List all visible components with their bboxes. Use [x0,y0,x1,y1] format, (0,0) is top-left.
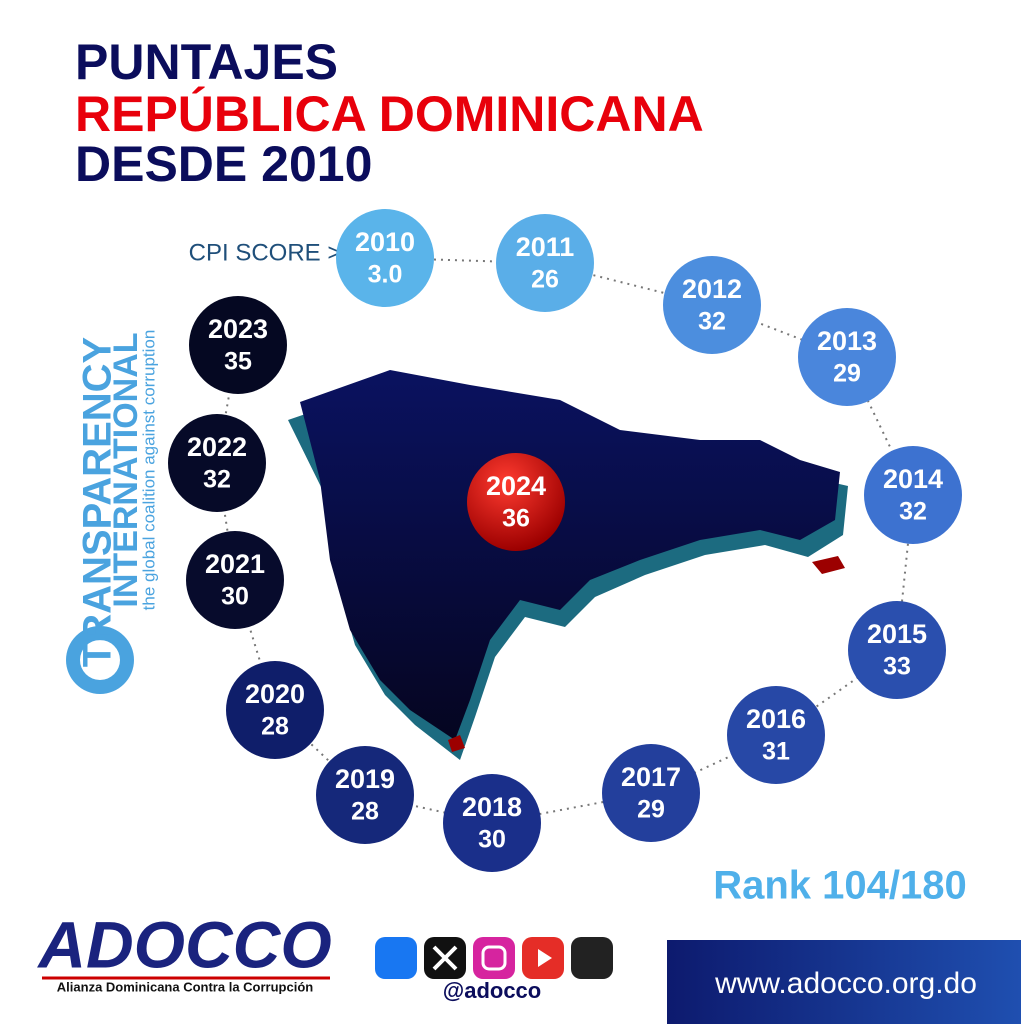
year: 2021 [205,549,265,579]
map-shape [300,370,840,740]
score-circle [168,414,266,512]
score-item: 2016 31 [727,686,825,784]
score-item: 2014 32 [864,446,962,544]
score-circle [189,296,287,394]
score-circle [663,256,761,354]
score: 33 [883,653,911,681]
map-detail [812,556,845,574]
score-item: 2018 30 [443,774,541,872]
year: 2018 [462,792,522,822]
adocco-logo: ADOCCO Alianza Dominicana Contra la Corr… [36,907,331,994]
score: 30 [478,826,506,854]
rank: Rank 104/180 [713,864,967,908]
org-name: ADOCCO [36,907,331,981]
year: 2019 [335,764,395,794]
score-item: 2012 32 [663,256,761,354]
year: 2015 [867,619,927,649]
score-item: 2017 29 [602,744,700,842]
score: 30 [221,583,249,611]
score: 28 [351,798,379,826]
score-circle [727,686,825,784]
score-circle [798,308,896,406]
logo-text: TRANSPARENCY [76,336,120,667]
score-item: 2013 29 [798,308,896,406]
score-circle [602,744,700,842]
score-item: 2015 33 [848,601,946,699]
title-line: DESDE 2010 [75,136,372,192]
year: 2020 [245,679,305,709]
score-circle [336,209,434,307]
icon-instagram[interactable] [473,937,515,979]
handle: @adocco [443,978,541,1003]
year: 2010 [355,227,415,257]
year: 2017 [621,762,681,792]
logo-text: INTERNATIONAL [107,332,145,607]
year: 2012 [682,274,742,304]
social-icons: @adocco [375,937,613,1003]
score: 32 [899,498,927,526]
year: 2011 [516,232,575,262]
score-item: 2021 30 [186,531,284,629]
icon-facebook[interactable] [375,937,417,979]
logo-icon [80,640,120,680]
title-line: PUNTAJES [75,34,338,90]
transparency-logo: TRANSPARENCY INTERNATIONAL the global co… [66,330,158,694]
score-item: 2020 28 [226,661,324,759]
year: 2024 [486,471,546,501]
year: 2013 [817,326,877,356]
score-circle [186,531,284,629]
icon-glyph [538,949,552,967]
score-item: 2019 28 [316,746,414,844]
score: 32 [698,308,726,336]
map [288,370,848,760]
org-full: Alianza Dominicana Contra la Corrupción [57,979,313,994]
score-item: 2023 35 [189,296,287,394]
icon-tiktok[interactable] [571,937,613,979]
score-item: 2022 32 [168,414,266,512]
year: 2014 [883,464,943,494]
score-item: 2010 3.0 [336,209,434,307]
score: 31 [762,738,790,766]
logo-tagline: the global coalition against corruption [139,330,158,611]
year: 2023 [208,314,268,344]
url[interactable]: www.adocco.org.do [714,967,977,1000]
map-detail [448,735,465,752]
score: 29 [833,360,861,388]
score-circle [467,453,565,551]
connector [215,257,915,825]
icon-glyph [432,945,458,971]
url-box [667,940,1021,1024]
current-score: 2024 36 [467,453,565,551]
score: 29 [637,796,665,824]
score-circle [316,746,414,844]
score: 28 [261,713,289,741]
score: 26 [531,266,559,294]
score-circle [226,661,324,759]
score-label: CPI SCORE > [189,239,342,266]
score: 3.0 [368,261,403,289]
score-circle [848,601,946,699]
score: 32 [203,466,231,494]
score-circle [496,214,594,312]
score-circle [864,446,962,544]
score-item: 2011 26 [496,214,594,312]
score: 35 [224,348,252,376]
year: 2022 [187,432,247,462]
title-line: REPÚBLICA DOMINICANA [75,86,704,142]
score: 36 [502,505,530,533]
icon-glyph [481,945,507,971]
score-circle [443,774,541,872]
year: 2016 [746,704,806,734]
